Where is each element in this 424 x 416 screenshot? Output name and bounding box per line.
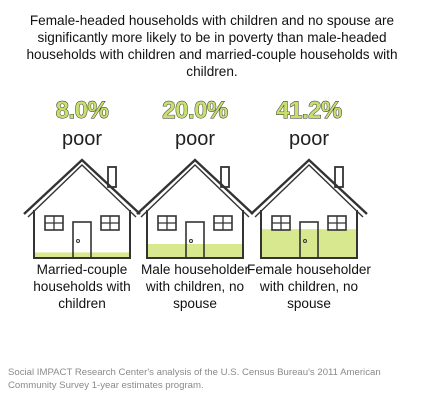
house-3: 41.2% poor Female householder with children… (247, 97, 371, 311)
door (72, 221, 92, 259)
house-1: 8.0% poor Married-couple households with chi… (23, 97, 141, 311)
roof (136, 158, 254, 215)
roof (23, 158, 141, 215)
category-label-line: households with (33, 279, 131, 294)
roof-inner-line (254, 164, 364, 218)
roof-inner-line (140, 164, 250, 218)
door-knob (189, 239, 193, 243)
door (299, 221, 319, 259)
source-note: Social IMPACT Research Center's analysis… (8, 367, 381, 391)
category-label-line: Female householder (247, 262, 371, 277)
category-label-line: with children, no (145, 279, 244, 294)
poverty-fill-bar (261, 229, 357, 258)
category-label-line: spouse (287, 296, 331, 311)
house-2: 20.0% poor Male householder with children, … (136, 97, 254, 311)
roof (250, 158, 368, 215)
window (157, 215, 177, 231)
poverty-fill-bar (147, 244, 243, 258)
value-label: 20.0% (162, 97, 228, 124)
door-knob (76, 239, 80, 243)
window (271, 215, 291, 231)
houses-layer: 8.0% poor Married-couple households with chi… (23, 97, 371, 311)
window (100, 215, 120, 231)
chart-title: Female-headed households with children a… (26, 13, 398, 79)
poverty-fill-bar (34, 252, 130, 258)
door (185, 221, 205, 259)
category-label-line: with children, no (259, 279, 358, 294)
category-label-line: children (58, 296, 106, 311)
category-label-line: Male householder (141, 262, 250, 277)
value-label: 41.2% (276, 97, 342, 124)
value-label: 8.0% (56, 97, 109, 124)
roof-inner-line (27, 164, 137, 218)
door-knob (303, 239, 307, 243)
window (213, 215, 233, 231)
category-label-line: Married-couple (37, 262, 128, 277)
window (327, 215, 347, 231)
category-label-line: spouse (173, 296, 217, 311)
value-suffix: poor (175, 128, 215, 150)
house-walls (33, 210, 131, 259)
value-suffix: poor (62, 128, 102, 150)
value-suffix: poor (289, 128, 329, 150)
window (44, 215, 64, 231)
